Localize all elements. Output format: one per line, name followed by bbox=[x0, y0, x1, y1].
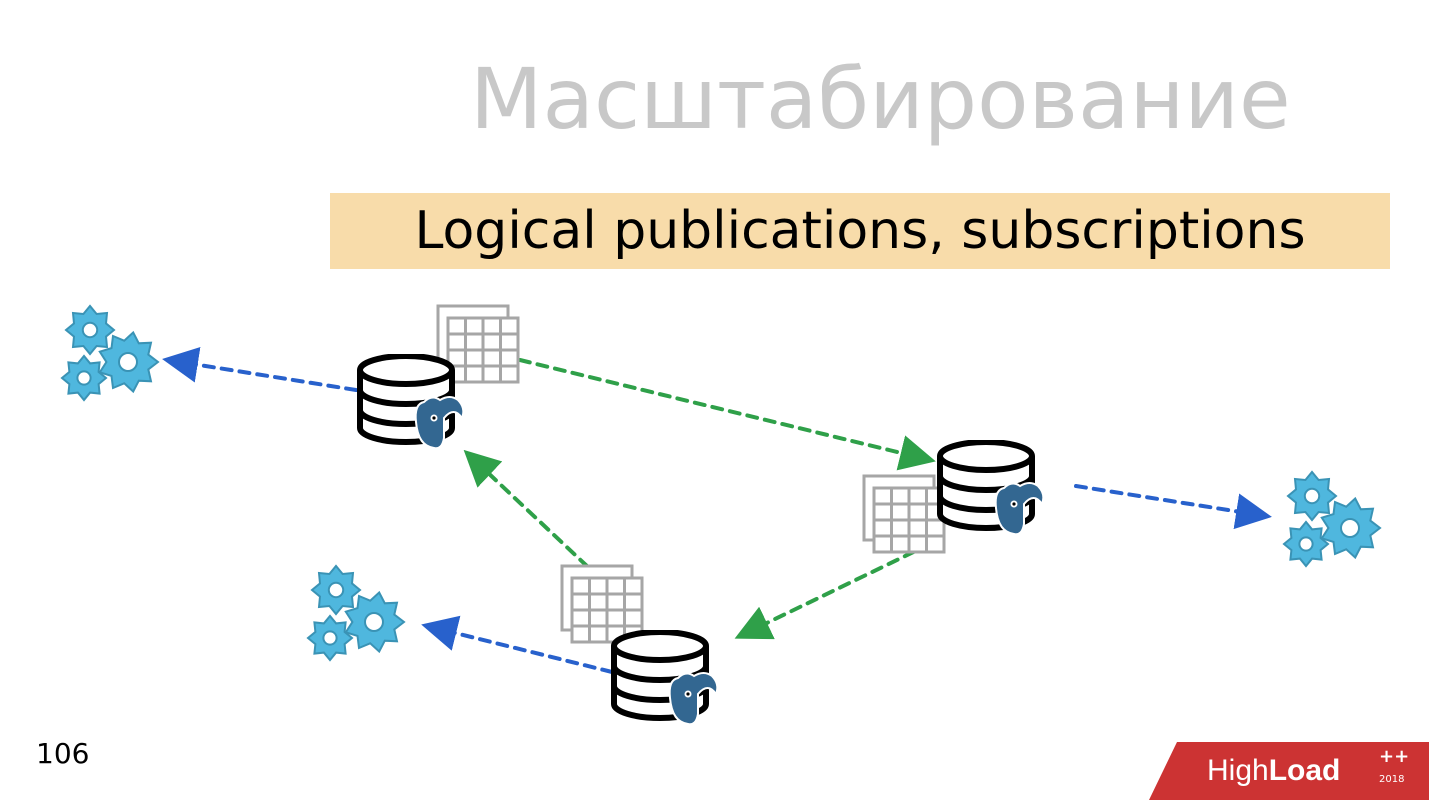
svg-text:HighLoad: HighLoad bbox=[1207, 754, 1340, 787]
conference-logo: HighLoad ++ 2018 bbox=[1149, 736, 1429, 804]
gears-icon bbox=[50, 302, 170, 416]
database-icon bbox=[356, 354, 476, 468]
edge bbox=[168, 360, 356, 390]
svg-text:2018: 2018 bbox=[1379, 774, 1404, 785]
slide: Масштабирование Logical publications, su… bbox=[0, 0, 1429, 804]
database-icon bbox=[610, 630, 730, 744]
table-icon bbox=[856, 474, 948, 564]
database-icon bbox=[936, 440, 1056, 554]
edge bbox=[520, 360, 930, 460]
gears-icon bbox=[296, 562, 416, 676]
edge bbox=[1076, 486, 1266, 516]
gears-icon bbox=[1272, 468, 1392, 582]
page-number: 106 bbox=[36, 737, 89, 770]
svg-text:++: ++ bbox=[1379, 746, 1409, 767]
